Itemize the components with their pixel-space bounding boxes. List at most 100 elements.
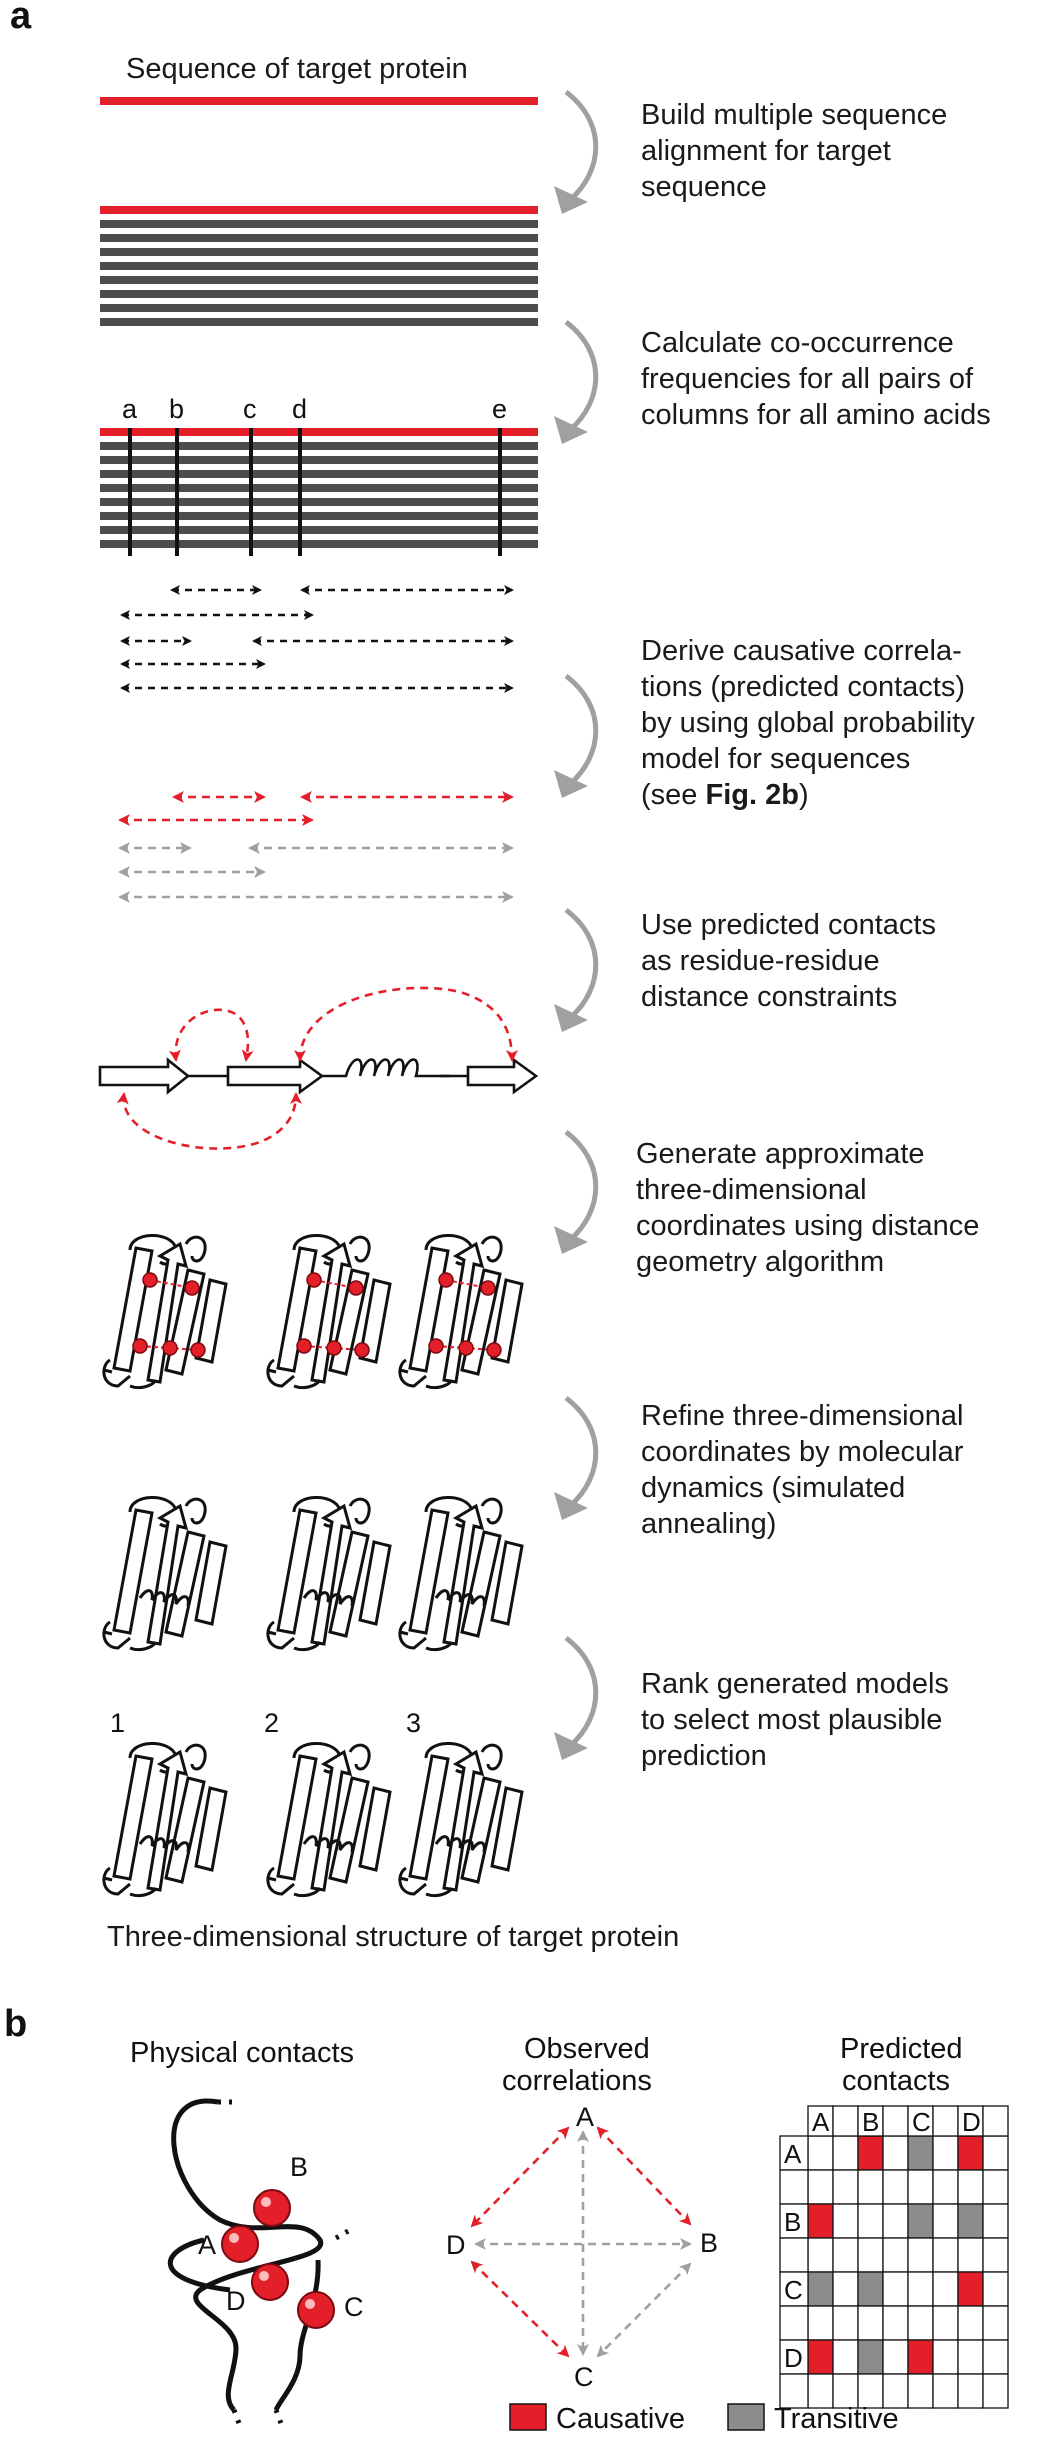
alignment-homolog-row [100,470,538,478]
alignment-homolog-row [100,304,538,312]
observed-title-1: Observed [524,2033,650,2065]
matrix-cell [932,2169,959,2205]
step-3-figure-reference: (see Fig. 2b) [641,779,809,811]
step-5-line-2: three-dimensional [636,1174,867,1206]
approx-models-model-2 [266,1233,392,1390]
matrix-cell [982,2305,1009,2341]
alignment-homolog-row [100,290,538,298]
strand-1 [98,1057,191,1095]
column-line-e [498,428,502,556]
matrix-cell [882,2373,909,2409]
matrix-cell [907,2135,934,2171]
matrix-cell [807,2237,834,2273]
matrix-cell [957,2373,984,2409]
ranked-models [102,1741,524,1898]
legend-swatch-causative [509,2403,547,2431]
final-structure-caption: Three-dimensional structure of target pr… [107,1921,679,1953]
matrix-cell [807,2339,834,2375]
matrix-cell [957,2135,984,2171]
column-label-b: b [169,394,184,424]
observed-correlation-arrows [120,585,514,693]
multiple-sequence-alignment [100,206,538,326]
column-label-d: d [292,394,307,424]
predicted-title-2: contacts [842,2065,950,2097]
column-line-b [175,428,179,556]
model-rank-1: 1 [110,1708,125,1738]
matrix-cell [882,2135,909,2171]
alignment-homolog-row [100,248,538,256]
node-c: C [574,2362,594,2392]
matrix-cell [882,2237,909,2273]
matrix-cell [807,2305,834,2341]
matrix-cell [857,2135,884,2171]
target-sequence-bar [100,97,538,105]
constraint-arc-2 [294,986,518,1062]
step-7-line-1: Rank generated models [641,1668,949,1700]
matrix-row-header-B: B [784,2207,801,2237]
matrix-cell [932,2271,959,2307]
matrix-cell [957,2339,984,2375]
matrix-row-header-A: A [784,2139,802,2169]
residue-label-a: A [198,2230,216,2260]
predicted-title-1: Predicted [840,2033,963,2065]
step-1-line-3: sequence [641,171,767,203]
matrix-cell [832,2203,859,2239]
contact-restraints [296,1272,370,1358]
matrix-cell [807,2169,834,2205]
step-3-line-2: tions (predicted contacts) [641,671,965,703]
step-3-line-3: by using global probability [641,707,975,739]
flow-arrow-1 [554,90,599,214]
matrix-row-header-D: D [784,2343,803,2373]
refined-models-model-3 [398,1495,524,1652]
matrix-cell [957,2169,984,2205]
matrix-cell [882,2339,909,2375]
matrix-cell [832,2373,859,2409]
flow-arrow-2 [554,320,599,444]
column-line-d [298,428,302,556]
matrix-cell [982,2203,1009,2239]
node-b: B [700,2228,718,2258]
matrix-cell [832,2339,859,2375]
alignment-homolog-row [100,526,538,534]
edge-a-b [596,2126,692,2226]
matrix-cell [907,2237,934,2273]
column-label-e: e [492,394,507,424]
matrix-cell [807,2271,834,2307]
edge-d-c [470,2260,570,2358]
step-2-line-1: Calculate co-occurrence [641,327,954,359]
matrix-cell [882,2169,909,2205]
matrix-cell [982,2169,1009,2205]
step-6-line-4: annealing) [641,1508,776,1540]
matrix-col-header-C: C [912,2107,931,2137]
alignment-homolog-row [100,234,538,242]
matrix-cell [982,2339,1009,2375]
alignment-with-columns [100,428,538,548]
approximate-models [102,1233,524,1390]
alignment-homolog-row [100,220,538,228]
step-5-line-4: geometry algorithm [636,1246,884,1278]
observed-correlations-diagram: A B C D [446,2102,718,2392]
step-descriptions: Build multiple sequence alignment for tar… [636,99,991,1772]
alignment-homolog-row [100,442,538,450]
strand-3 [466,1057,539,1095]
residue-a-sphere [221,2225,259,2263]
column-label-a: a [122,394,138,424]
flow-arrow-7 [554,1636,599,1760]
contact-restraints [132,1272,206,1358]
matrix-cell [957,2305,984,2341]
matrix-cell [857,2203,884,2239]
chain-path [171,2098,324,2412]
physical-contacts-title: Physical contacts [130,2037,354,2069]
alignment-target-row [100,206,538,214]
matrix-cell [807,2203,834,2239]
step-2-line-3: columns for all amino acids [641,399,991,431]
predicted-contacts-matrix: AA B B C C D D [779,2105,1009,2409]
alignment-homolog-row [100,540,538,548]
column-label-c: c [243,394,257,424]
matrix-cell [932,2237,959,2273]
alignment-homolog-row [100,456,538,464]
distance-constraint-arcs [116,986,518,1150]
refined-models-model-2 [266,1495,392,1652]
step-1-line-2: alignment for target [641,135,891,167]
alignment-homolog-row [100,276,538,284]
